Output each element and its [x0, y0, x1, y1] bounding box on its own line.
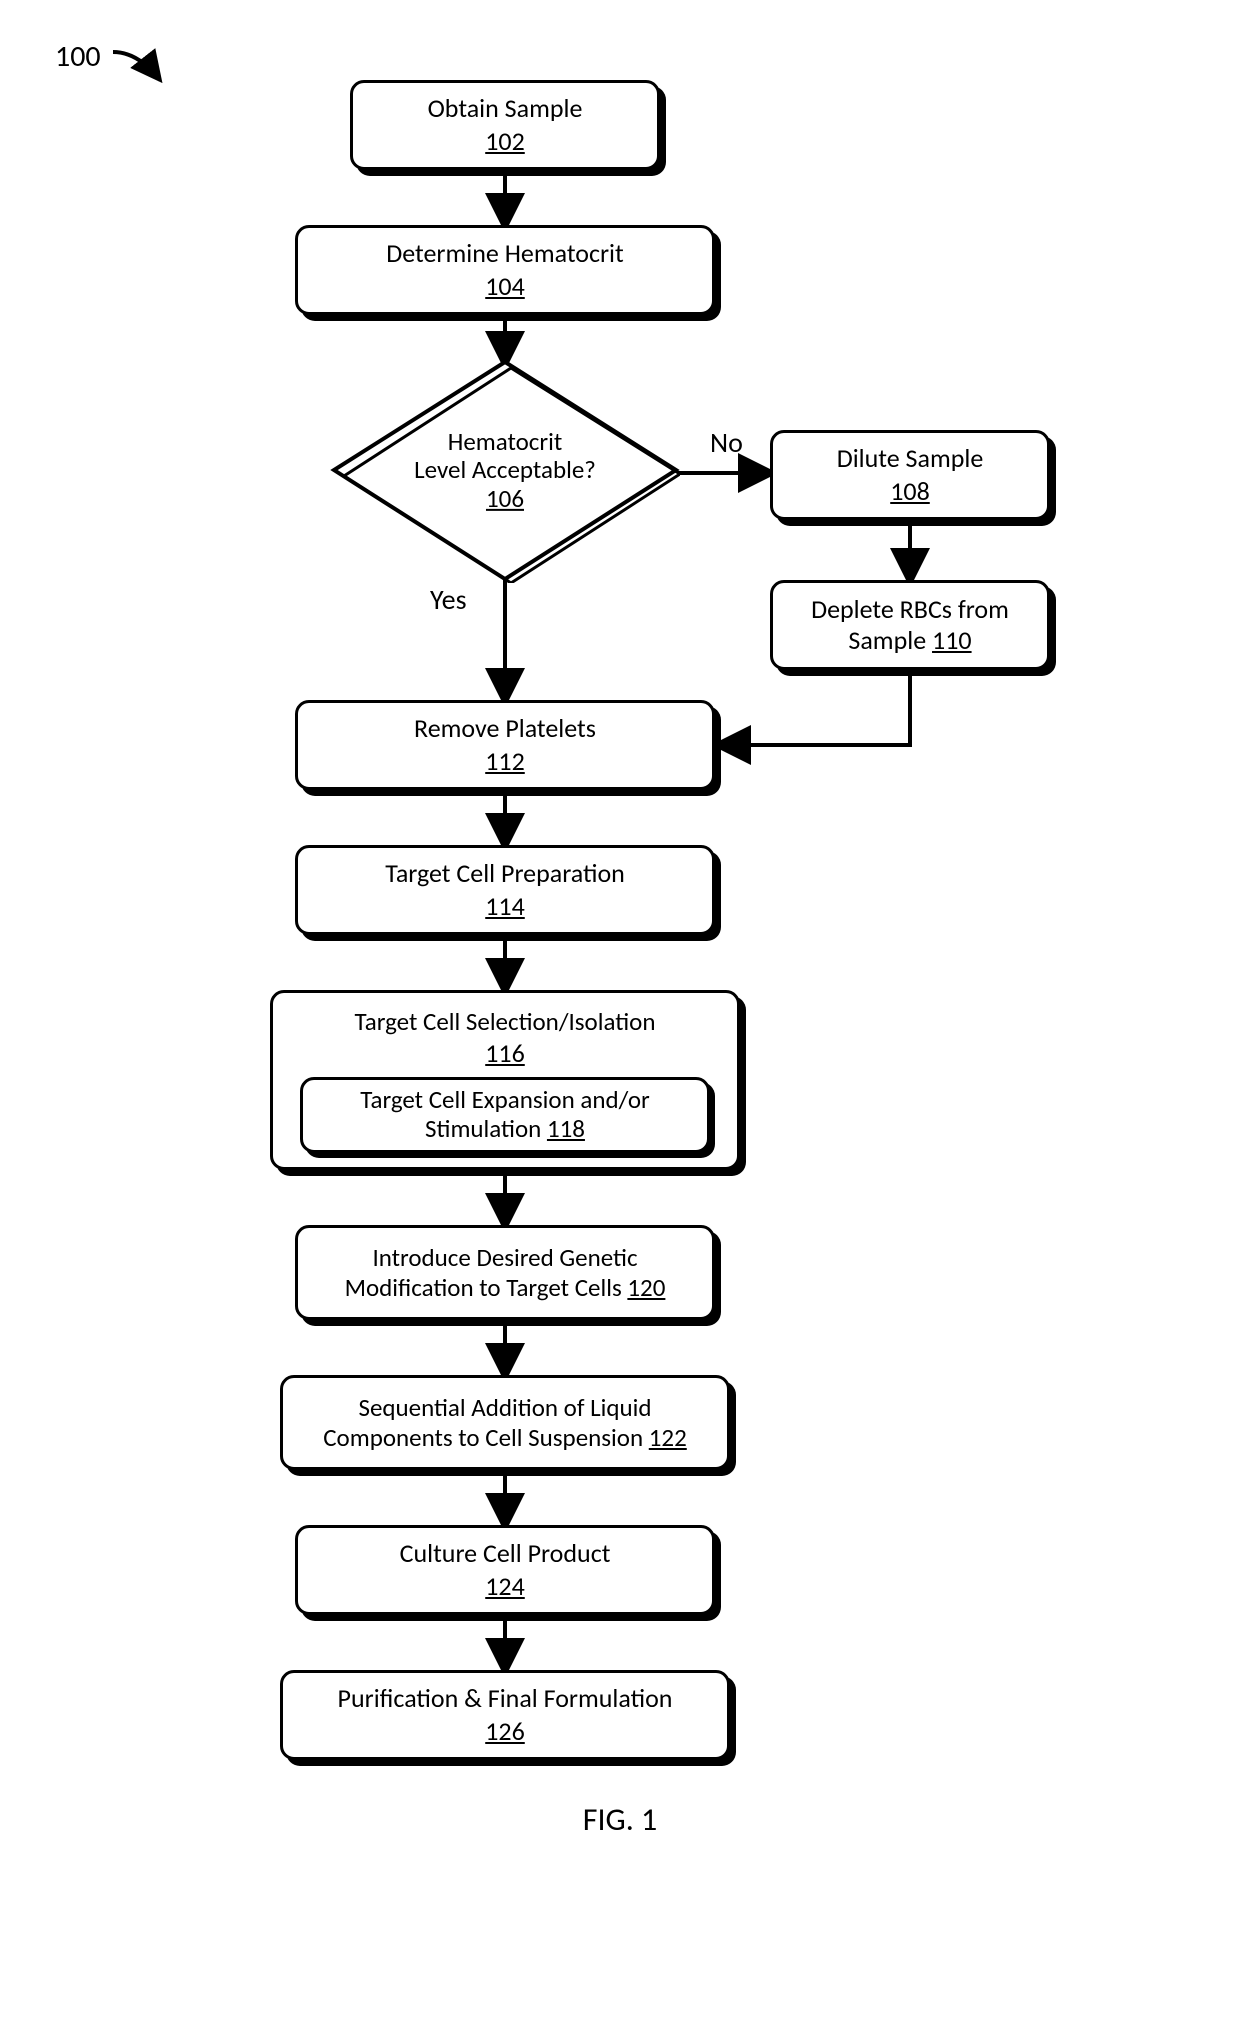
node-ref: 122 — [649, 1422, 687, 1453]
node-target-cell-expansion: Target Cell Expansion and/orStimulation … — [300, 1077, 710, 1153]
node-determine-hematocrit: Determine Hematocrit 104 — [295, 225, 715, 315]
flowchart-canvas: 100 Obtain Sample 102 Determine Hematocr… — [0, 0, 1240, 2029]
figure-number-label: 100 — [55, 38, 101, 75]
figure-caption: FIG. 1 — [583, 1800, 657, 1839]
edge-116-120 — [500, 1175, 520, 1230]
figure-number-arrow — [108, 42, 178, 92]
node-ref: 126 — [485, 1715, 525, 1747]
node-culture-cell-product: Culture Cell Product 124 — [295, 1525, 715, 1615]
node-label: Purification & Final Formulation — [328, 1683, 683, 1714]
node-genetic-modification: Introduce Desired GeneticModification to… — [295, 1225, 715, 1320]
node-label: Obtain Sample — [418, 93, 593, 124]
edge-label-no: No — [710, 425, 743, 460]
node-target-cell-prep: Target Cell Preparation 114 — [295, 845, 715, 935]
decision-text: Hematocrit Level Acceptable? 106 — [330, 427, 680, 513]
figure-number-text: 100 — [55, 38, 101, 75]
node-hematocrit-acceptable: Hematocrit Level Acceptable? 106 — [330, 358, 680, 583]
node-remove-platelets: Remove Platelets 112 — [295, 700, 715, 790]
node-ref: 112 — [485, 745, 525, 777]
node-ref: 110 — [932, 624, 972, 656]
node-ref: 120 — [627, 1272, 665, 1303]
node-ref: 102 — [485, 125, 525, 157]
edge-112-114 — [500, 795, 520, 850]
node-ref: 114 — [485, 890, 525, 922]
node-label: Introduce Desired GeneticModification to… — [335, 1243, 676, 1303]
node-label: Determine Hematocrit — [376, 238, 633, 269]
node-ref: 108 — [890, 475, 930, 507]
node-obtain-sample: Obtain Sample 102 — [350, 80, 660, 170]
node-target-cell-selection: Target Cell Selection/Isolation 116 Targ… — [270, 990, 740, 1170]
edge-label-yes: Yes — [430, 582, 467, 617]
node-sequential-addition: Sequential Addition of LiquidComponents … — [280, 1375, 730, 1470]
inner-ref: 118 — [547, 1113, 585, 1144]
edge-106-108 — [678, 465, 778, 485]
edge-122-124 — [500, 1475, 520, 1530]
node-purification: Purification & Final Formulation 126 — [280, 1670, 730, 1760]
edge-114-116 — [500, 940, 520, 995]
node-label: Remove Platelets — [404, 713, 606, 744]
node-label: Sequential Addition of LiquidComponents … — [313, 1393, 697, 1453]
node-ref: 124 — [485, 1570, 525, 1602]
node-label: Dilute Sample — [827, 443, 994, 474]
node-ref: 116 — [485, 1037, 525, 1069]
edge-106-112 — [500, 580, 520, 705]
decision-line1: Hematocrit — [330, 427, 680, 456]
node-deplete-rbcs: Deplete RBCs fromSample 110 — [770, 580, 1050, 670]
node-ref: 104 — [485, 270, 525, 302]
edge-124-126 — [500, 1620, 520, 1675]
node-ref: 106 — [486, 483, 524, 514]
edge-108-110 — [905, 525, 925, 585]
edge-110-112 — [715, 675, 925, 755]
node-label: Deplete RBCs fromSample 110 — [801, 594, 1019, 656]
decision-line2: Level Acceptable? — [330, 456, 680, 485]
node-label: Culture Cell Product — [390, 1538, 621, 1569]
edge-102-104 — [500, 175, 520, 230]
node-label: Target Cell Selection/Isolation — [345, 1007, 666, 1037]
node-label: Target Cell Preparation — [375, 858, 635, 889]
node-dilute-sample: Dilute Sample 108 — [770, 430, 1050, 520]
edge-120-122 — [500, 1325, 520, 1380]
